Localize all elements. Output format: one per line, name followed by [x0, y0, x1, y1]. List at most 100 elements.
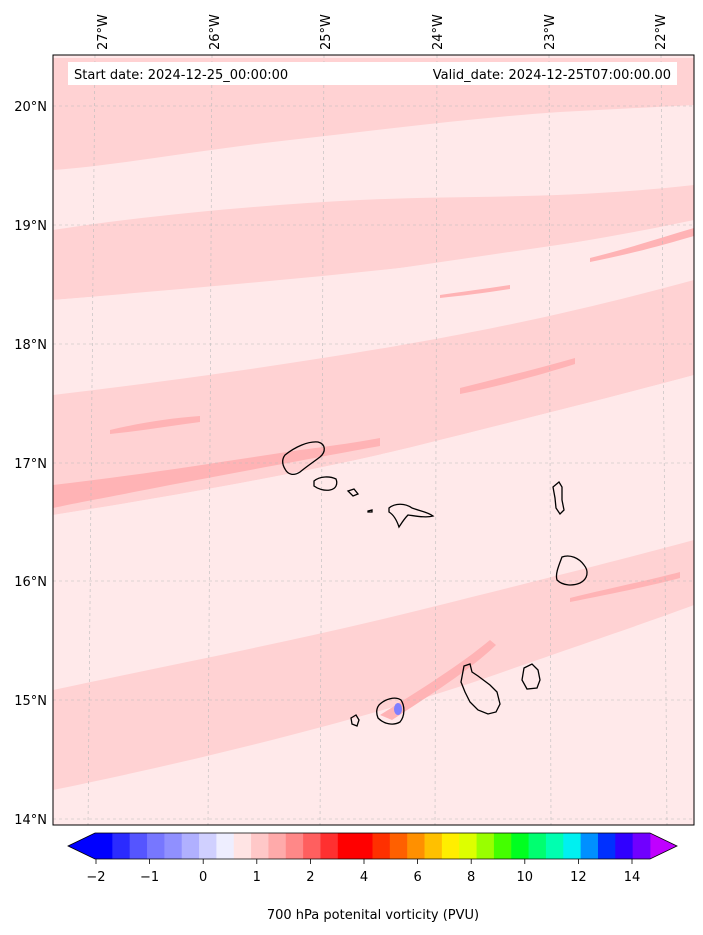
island-santiago	[460, 663, 501, 715]
valid-date-label: Valid_date: 2024-12-25T07:00:00.00	[433, 68, 671, 83]
lon-label-27w: 27°W	[96, 14, 111, 50]
field-max-17n	[53, 438, 380, 508]
colorbar-cell	[112, 833, 131, 859]
colorbar-cell	[320, 833, 339, 859]
colorbar-tick-label: 10	[517, 870, 534, 885]
colorbar-tick-label: 6	[413, 870, 421, 885]
field-band-17n	[53, 280, 694, 515]
colorbar-cell	[164, 833, 183, 859]
colorbar-cell	[233, 833, 252, 859]
colorbar-cell	[511, 833, 529, 859]
colorbar-tick-label: 0	[199, 870, 207, 885]
colorbar-cell	[199, 833, 217, 859]
colorbar-cell	[528, 833, 547, 859]
lat-label-17n: 17°N	[14, 457, 47, 472]
lat-label-14n: 14°N	[14, 813, 47, 828]
colorbar-tick-label: −2	[86, 870, 105, 885]
colorbar-cell	[389, 833, 408, 859]
colorbar-cell	[424, 833, 443, 859]
field-negative-spot	[394, 703, 402, 715]
colorbar: −2 −1 0 1 2 4 6 8 10 12 14 700 hPa potenital vorti…	[67, 832, 678, 923]
island-sao-nicolau	[388, 503, 435, 529]
field-gap-16n	[53, 375, 694, 600]
field-max-18n	[440, 285, 510, 298]
colorbar-tick-label: 4	[360, 870, 368, 885]
vorticity-field	[53, 55, 694, 825]
colorbar-cell	[181, 833, 200, 859]
colorbar-cell	[580, 833, 599, 859]
colorbar-cell	[597, 833, 616, 859]
colorbar-extend-max	[650, 833, 677, 859]
start-date-label: Start date: 2024-12-25_00:00:00	[74, 68, 288, 83]
colorbar-cell	[372, 833, 391, 859]
gridline-lon-24w	[434, 55, 438, 825]
colorbar-cell	[632, 833, 651, 859]
gridline-lon-23w	[548, 55, 552, 825]
lat-label-15n: 15°N	[14, 694, 47, 709]
lon-label-24w: 24°W	[431, 14, 446, 50]
island-brava	[350, 714, 360, 727]
colorbar-cell	[147, 833, 165, 859]
lon-label-23w: 23°W	[543, 14, 558, 50]
colorbar-cell	[355, 833, 373, 859]
field-max-east	[460, 358, 575, 394]
colorbar-tick-label: 14	[624, 870, 641, 885]
colorbar-outline	[67, 832, 678, 860]
lat-label-19n: 19°N	[14, 219, 47, 234]
gridline-lon-26w	[207, 55, 213, 825]
colorbar-cell	[459, 833, 477, 859]
lat-label-20n: 20°N	[14, 100, 47, 115]
gridline-lon-22w	[660, 55, 668, 825]
colorbar-cells	[95, 833, 651, 859]
colorbar-tick-label: −1	[140, 870, 159, 885]
colorbar-label: 700 hPa potenital vorticity (PVU)	[267, 908, 479, 923]
colorbar-cell	[493, 833, 512, 859]
colorbar-cell	[303, 833, 321, 859]
colorbar-cell	[441, 833, 460, 859]
colorbar-cell	[337, 833, 356, 859]
colorbar-tick-label: 1	[253, 870, 261, 885]
coastlines	[282, 441, 588, 727]
lon-label-25w: 25°W	[319, 14, 334, 50]
colorbar-tick-label: 2	[306, 870, 314, 885]
island-maio	[521, 663, 541, 690]
lon-label-22w: 22°W	[654, 14, 669, 50]
field-band-19n	[53, 185, 694, 300]
gridlines	[53, 55, 694, 825]
colorbar-cell	[216, 833, 235, 859]
field-max-16n-east	[570, 572, 680, 602]
gridline-lon-25w	[319, 55, 325, 825]
colorbar-cell	[407, 833, 425, 859]
colorbar-cell	[545, 833, 564, 859]
field-max-west	[110, 416, 200, 434]
colorbar-ticks: −2 −1 0 1 2 4 6 8 10 12 14	[86, 859, 640, 885]
island-santa-luzia	[346, 488, 360, 497]
field-gap-south	[53, 605, 694, 825]
colorbar-tick-label: 8	[467, 870, 475, 885]
gridline-lon-27w	[87, 55, 96, 825]
colorbar-cell	[615, 833, 634, 859]
colorbar-cell	[129, 833, 148, 859]
colorbar-cell	[285, 833, 304, 859]
lon-label-26w: 26°W	[208, 14, 223, 50]
field-max-ne	[590, 228, 694, 262]
lat-label-18n: 18°N	[14, 338, 47, 353]
longitude-labels: 27°W 26°W 25°W 24°W 23°W 22°W	[96, 14, 669, 50]
island-ilheu	[367, 509, 373, 513]
latitude-labels: 20°N 19°N 18°N 17°N 16°N 15°N 14°N	[14, 100, 47, 828]
colorbar-tick-label: 12	[570, 870, 587, 885]
map-frame	[52, 54, 695, 826]
colorbar-cell	[563, 833, 582, 859]
colorbar-extend-min	[68, 833, 95, 859]
island-santo-antao	[282, 441, 325, 476]
island-fogo	[375, 697, 405, 725]
island-sao-vicente	[313, 476, 338, 491]
date-header-box	[68, 62, 677, 85]
colorbar-cell	[268, 833, 287, 859]
lat-label-16n: 16°N	[14, 575, 47, 590]
colorbar-cell	[251, 833, 269, 859]
field-gap-north	[53, 105, 694, 230]
colorbar-cell	[95, 833, 113, 859]
island-sal	[552, 481, 565, 516]
